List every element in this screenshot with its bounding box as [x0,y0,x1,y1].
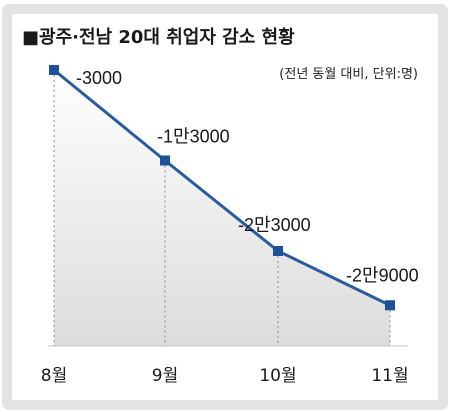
data-label: -2만3000 [238,215,311,235]
data-label: -1만3000 [157,126,230,146]
chart-border [2,4,448,410]
x-tick-label: 10월 [259,366,296,386]
data-point [385,300,395,311]
data-label: -2만9000 [346,265,419,285]
plot-area: -3000 -1만3000 -2만3000 -2만9000 8월 9월 10월 11월 [41,65,419,386]
data-point [49,65,59,75]
unit-note: (전년 동월 대비, 단위:명) [279,67,418,82]
x-tick-label: 11월 [371,366,408,386]
series-line [53,68,391,307]
data-point [273,245,283,256]
x-tick-label: 9월 [152,366,178,386]
data-label: -3000 [76,68,122,88]
x-tick-label: 8월 [41,366,67,386]
data-point [160,155,170,166]
chart-title: ■광주·전남 20대 취업자 감소 현황 [22,27,295,48]
